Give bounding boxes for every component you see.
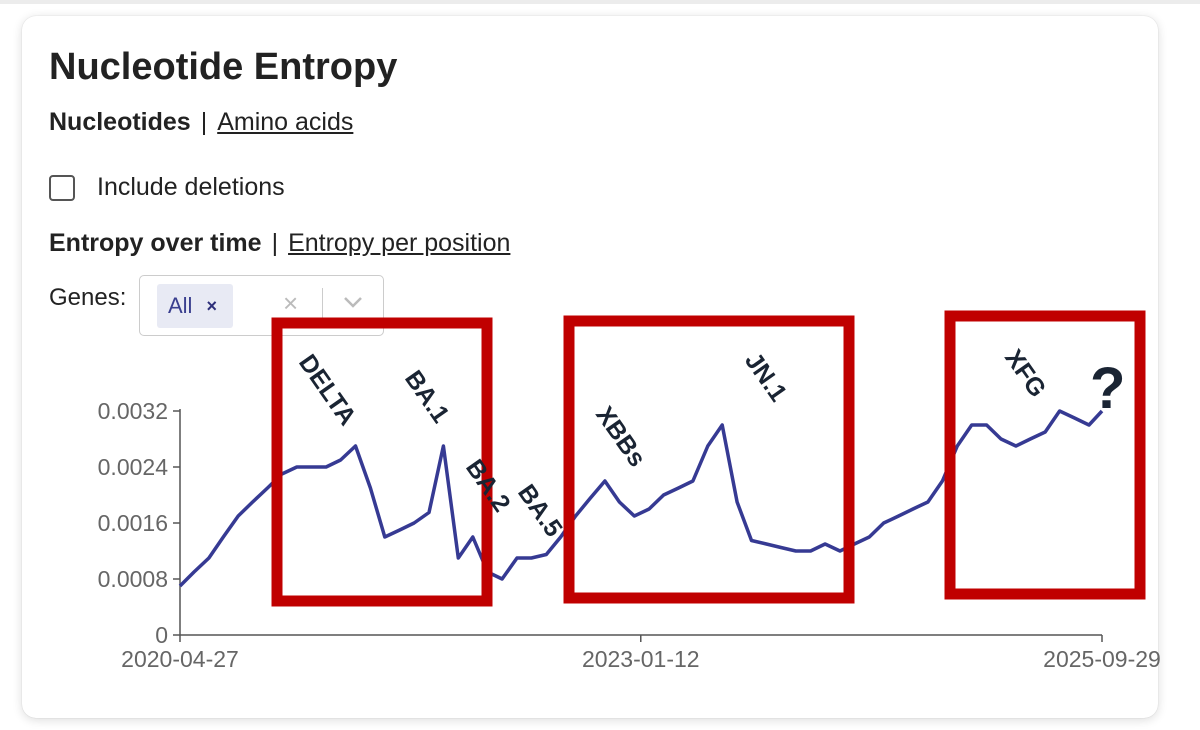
annotation-box-xbb-jn1 — [563, 315, 855, 604]
sequence-type-tabs: Nucleotides | Amino acids — [49, 108, 353, 137]
x-tick-label: 2020-04-27 — [121, 646, 239, 672]
x-tick-label: 2025-09-29 — [1043, 646, 1161, 672]
x-tick-label: 2023-01-12 — [582, 646, 700, 672]
annotation-box-xfg — [944, 310, 1146, 600]
chart-annotations: DELTA BA.1 BA.2 BA.5 XBBs JN.1 XFG ? — [271, 310, 1146, 607]
select-divider — [322, 288, 323, 324]
tab-entropy-over-time[interactable]: Entropy over time — [49, 229, 262, 257]
y-tick-label: 0 — [155, 622, 168, 648]
label-delta: DELTA — [293, 349, 362, 430]
y-tick-label: 0.0024 — [98, 454, 169, 480]
include-deletions-label: Include deletions — [97, 173, 285, 201]
chart-axes: 0 0.0008 0.0016 0.0024 0.0032 2020-04-27 2023-… — [98, 398, 1161, 672]
include-deletions-checkbox[interactable] — [49, 174, 75, 201]
tab-entropy-per-position[interactable]: Entropy per position — [288, 229, 511, 257]
view-tabs: Entropy over time | Entropy per position — [49, 229, 510, 258]
label-ba5: BA.5 — [512, 479, 568, 542]
annotation-box-delta-omicron — [271, 317, 493, 607]
clear-selection-icon[interactable]: × — [283, 288, 299, 318]
label-ba2: BA.2 — [460, 454, 516, 517]
view-tab-separator: | — [271, 229, 279, 257]
label-xbbs: XBBs — [590, 401, 651, 472]
chevron-down-icon[interactable] — [343, 296, 363, 308]
entropy-series-line — [178, 409, 1104, 588]
y-tick-label: 0.0008 — [98, 566, 168, 592]
label-xfg: XFG — [999, 344, 1051, 402]
label-question: ? — [1090, 356, 1125, 421]
label-ba1: BA.1 — [399, 365, 455, 428]
tab-amino-acids[interactable]: Amino acids — [217, 108, 354, 136]
y-tick-label: 0.0032 — [98, 398, 168, 424]
y-tick-label: 0.0016 — [98, 510, 168, 536]
tab-separator: | — [200, 108, 208, 136]
gene-chip-label: All — [168, 293, 193, 318]
include-deletions-row[interactable]: Include deletions — [49, 173, 285, 202]
genes-label: Genes: — [49, 284, 127, 311]
chip-remove-icon[interactable]: × — [206, 295, 217, 316]
tab-nucleotides[interactable]: Nucleotides — [49, 108, 191, 136]
gene-chip-all: All × — [157, 284, 233, 328]
panel-title: Nucleotide Entropy — [49, 46, 398, 88]
label-jn1: JN.1 — [739, 347, 792, 406]
top-divider — [0, 0, 1200, 4]
